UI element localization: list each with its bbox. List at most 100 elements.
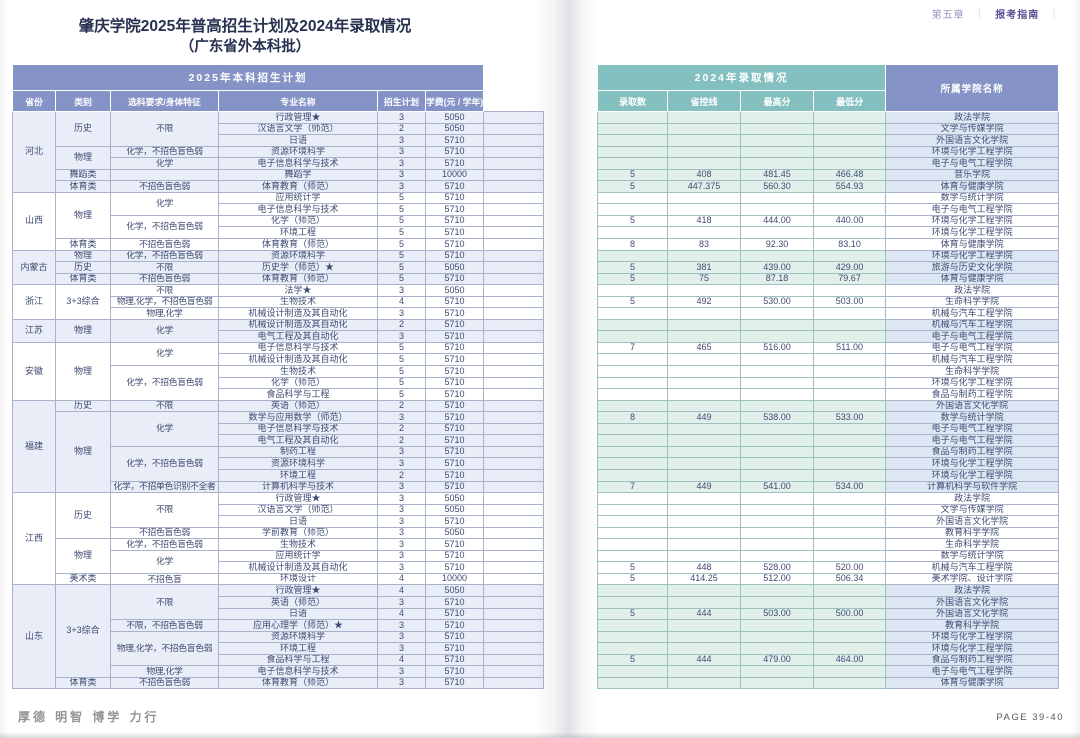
requirement-cell: 物理,化学，不招色盲色弱 xyxy=(110,295,219,309)
fee-cell: 5710 xyxy=(424,353,485,367)
control-line-cell xyxy=(667,111,742,124)
category-cell: 物理 xyxy=(55,318,111,343)
province-cell: 河北 xyxy=(12,111,56,193)
separator-bar: ｜ xyxy=(1049,10,1060,21)
category-cell: 物理 xyxy=(55,145,111,170)
page-gutter-cell xyxy=(544,643,598,655)
spacer-cell xyxy=(483,538,545,551)
min-score-cell: 506.34 xyxy=(813,572,887,586)
plan-count-cell: 2 xyxy=(377,399,426,413)
college-cell: 电子与电气工程学院 xyxy=(885,203,1060,216)
major-name-cell: 体育教育（师范） xyxy=(218,238,378,251)
table-header-row-sub: 省份 类别 选科要求/身体特征 专业名称 招生计划 学费(元 / 学年) 录取数… xyxy=(12,90,1059,112)
spacer-cell xyxy=(483,607,545,621)
requirement-cell: 化学，不招色盲色弱 xyxy=(110,445,219,482)
fee-cell: 5710 xyxy=(424,445,485,459)
major-name-cell: 环境设计 xyxy=(218,572,378,586)
requirement-cell: 化学，不招色盲色弱 xyxy=(110,538,219,551)
college-cell: 文学与传媒学院 xyxy=(885,503,1060,517)
control-line-cell: 418 xyxy=(667,214,742,228)
major-name-cell: 电气工程及其自动化 xyxy=(218,330,378,343)
page-gutter-cell xyxy=(544,423,598,435)
table-row: 江西 历史 不限 行政管理★ 3 5050 政法学院 xyxy=(12,492,1060,586)
page-gutter-cell xyxy=(544,585,598,597)
major-name-cell: 英语（师范） xyxy=(218,399,378,413)
major-name-cell: 体育教育（师范） xyxy=(218,676,378,690)
college-cell: 数学与统计学院 xyxy=(885,549,1060,563)
college-cell: 数学与统计学院 xyxy=(885,191,1060,205)
fee-cell: 5710 xyxy=(424,238,485,251)
plan-count-cell: 5 xyxy=(377,272,426,286)
spacer-cell xyxy=(483,353,545,367)
plan-count-cell: 3 xyxy=(377,549,426,563)
requirement-cell: 化学 xyxy=(110,191,219,216)
major-name-cell: 法学★ xyxy=(218,284,378,297)
plan-count-cell: 5 xyxy=(377,191,426,205)
min-score-cell: 511.00 xyxy=(813,341,887,355)
page-gutter-cell xyxy=(544,366,598,378)
major-name-cell: 食品科学与工程 xyxy=(218,653,378,667)
page-gutter-cell xyxy=(544,158,598,170)
major-name-cell: 化学（师范） xyxy=(218,376,378,390)
plan-count-cell: 3 xyxy=(377,515,426,528)
min-score-cell: 554.93 xyxy=(813,180,887,193)
max-score-cell xyxy=(740,619,815,632)
college-cell: 电子与电气工程学院 xyxy=(885,665,1060,678)
fee-cell: 5710 xyxy=(424,203,485,216)
category-cell: 历史 xyxy=(55,492,111,540)
control-line-cell xyxy=(667,665,742,678)
college-cell: 外国语言文化学院 xyxy=(885,607,1060,621)
college-cell: 环境与化学工程学院 xyxy=(885,642,1060,655)
spacer-cell xyxy=(483,272,545,286)
page-edge-bottom xyxy=(0,732,1080,738)
plan-count-cell: 3 xyxy=(377,676,426,690)
fee-cell: 5710 xyxy=(424,434,485,447)
admitted-count-cell xyxy=(597,111,669,124)
fee-cell: 5710 xyxy=(424,595,485,609)
page-gutter-cell xyxy=(544,481,598,493)
category-cell: 物理 xyxy=(55,538,111,574)
plan-count-cell: 3 xyxy=(377,526,426,540)
max-score-cell: 516.00 xyxy=(740,341,815,355)
fee-cell: 5710 xyxy=(424,214,485,228)
plan-count-cell: 3 xyxy=(377,168,426,182)
spacer-cell xyxy=(483,595,545,609)
table-row: 不限，不招色盲色弱 应用心理学（师范）★ 3 5710 教育科学学院 xyxy=(13,619,1060,632)
max-score-cell xyxy=(740,515,815,528)
requirement-cell: 不招色盲 xyxy=(110,572,219,586)
admitted-count-cell: 8 xyxy=(597,411,669,424)
admitted-count-cell: 5 xyxy=(597,653,669,667)
table-row: 福建 历史 不限 英语（师范） 2 5710 外国语言文化学院 xyxy=(12,399,1060,494)
major-name-cell: 食品科学与工程 xyxy=(218,388,378,401)
major-name-cell: 电子信息科学与技术 xyxy=(218,157,378,170)
major-name-cell: 生物技术 xyxy=(218,295,378,309)
control-line-cell xyxy=(667,676,742,690)
max-score-cell xyxy=(740,595,815,609)
min-score-cell xyxy=(813,111,887,124)
category-cell: 体育类 xyxy=(55,272,111,286)
control-line-cell: 83 xyxy=(667,238,742,251)
separator-bar: ｜ xyxy=(974,10,986,21)
major-name-cell: 化学（师范） xyxy=(218,214,378,228)
min-score-cell xyxy=(813,584,887,597)
plan-count-cell: 4 xyxy=(377,572,426,586)
category-cell: 体育类 xyxy=(55,238,111,251)
page-gutter-cell xyxy=(544,446,598,458)
spacer-cell xyxy=(483,191,545,205)
spacer-cell xyxy=(483,399,545,413)
fee-cell: 5050 xyxy=(424,492,485,505)
fee-header: 学费(元 / 学年) xyxy=(424,90,485,112)
min-score-cell xyxy=(813,226,887,239)
table-row: 化学，不招色盲色弱 制药工程 3 5710 食品与制药工程学院 xyxy=(13,445,1060,482)
fee-cell: 5710 xyxy=(424,272,485,286)
table-row: 化学，不招单色识别不全者 计算机科学与技术 3 5710 7 449 541.00 534.0… xyxy=(13,480,1060,494)
admitted-count-cell xyxy=(597,619,669,632)
page-gutter-cell xyxy=(544,666,598,678)
spacer-cell xyxy=(483,111,545,124)
max-score-cell xyxy=(740,307,815,320)
max-score-cell xyxy=(740,376,815,390)
table-row: 化学，不招色盲色弱 化学（师范） 5 5710 5 418 444.00 440.00 环境与化… xyxy=(13,214,1060,240)
table-row: 化学，不招色盲色弱 生物技术 5 5710 生命科学学院 xyxy=(13,365,1060,401)
major-name-cell: 汉语言文学（师范） xyxy=(218,122,378,136)
requirement-cell xyxy=(110,168,219,182)
